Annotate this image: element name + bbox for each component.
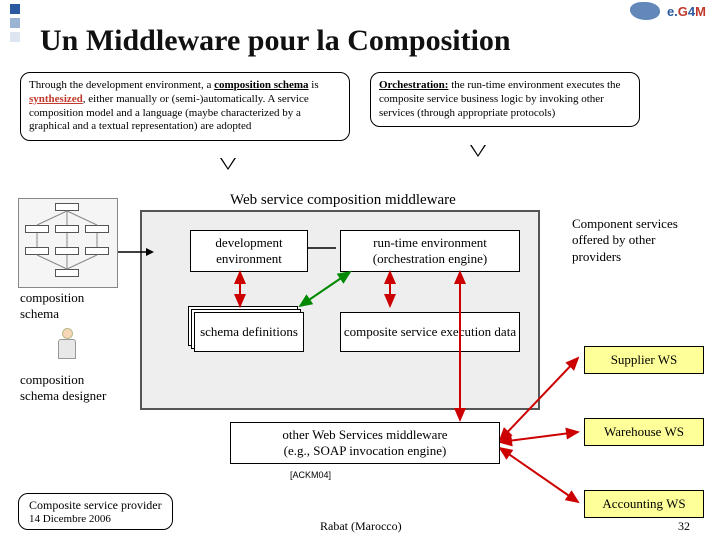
warehouse-ws-box: Warehouse WS [584, 418, 704, 446]
footer-page-number: 32 [678, 519, 690, 534]
logo: e.G4M [667, 4, 706, 19]
deco-square [10, 4, 20, 14]
component-services-label: Component services offered by other prov… [572, 216, 702, 265]
callout-orchestration: Orchestration: the run-time environment … [370, 72, 640, 127]
deco-square [10, 32, 20, 42]
callout-text: Through the development environment, a [29, 79, 214, 91]
logo-map-icon [630, 2, 660, 20]
runtime-environment-box: run-time environment (orchestration engi… [340, 230, 520, 272]
composition-schema-label: composition schema [20, 290, 110, 321]
callout-keyword: composition schema [214, 79, 308, 91]
supplier-ws-box: Supplier WS [584, 346, 704, 374]
accounting-ws-box: Accounting WS [584, 490, 704, 518]
designer-label: composition schema designer [20, 372, 120, 403]
composition-schema-thumbnail [18, 198, 118, 288]
citation: [ACKM04] [290, 470, 331, 480]
middleware-heading: Web service composition middleware [230, 192, 456, 209]
provider-callout: Composite service provider 14 Dicembre 2… [18, 493, 173, 530]
person-icon [54, 328, 80, 366]
callout-tail-icon [470, 145, 486, 157]
footer-place: Rabat (Marocco) [320, 519, 402, 534]
callout-keyword: Orchestration: [379, 79, 448, 91]
schema-definitions-box: schema definitions [194, 312, 304, 352]
dev-environment-box: development environment [190, 230, 308, 272]
page-title: Un Middleware pour la Composition [40, 24, 511, 58]
callout-development: Through the development environment, a c… [20, 72, 350, 141]
deco-square [10, 18, 20, 28]
callout-keyword: synthesized [29, 93, 83, 105]
other-middleware-box: other Web Services middleware (e.g., SOA… [230, 422, 500, 464]
execution-data-box: composite service execution data [340, 312, 520, 352]
middleware-box: development environment run-time environ… [140, 210, 540, 410]
callout-tail-icon [220, 158, 236, 170]
